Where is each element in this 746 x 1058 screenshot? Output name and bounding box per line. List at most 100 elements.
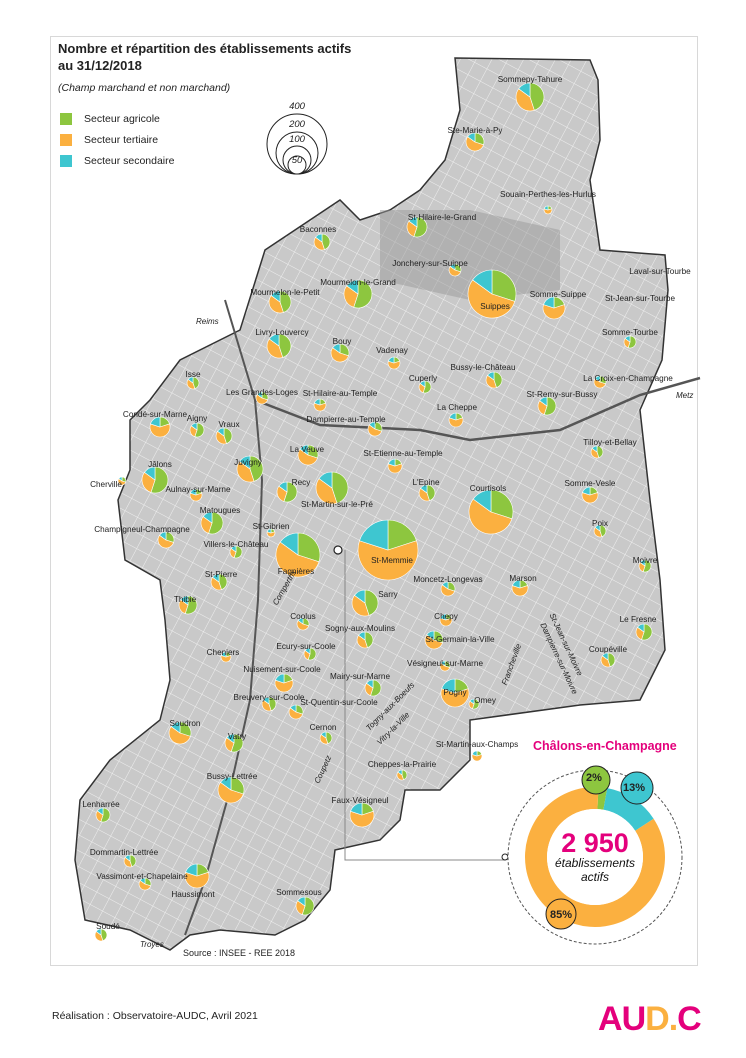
place-label: Bussy-Lettrée	[206, 772, 258, 781]
pie-slice	[468, 498, 513, 535]
place-pie	[448, 412, 464, 428]
pie-slice	[607, 652, 616, 668]
pie-slice	[266, 338, 284, 359]
place-label: Soudé	[96, 922, 120, 931]
highway-n44	[254, 376, 701, 442]
place-label: L'Epine	[412, 478, 440, 487]
pie-slice	[218, 573, 228, 590]
place-label: Souain-Perthes-les-Hurlus	[499, 190, 597, 199]
pie-slice	[440, 688, 470, 708]
pie-slice	[441, 678, 456, 694]
city-share-bubble	[581, 765, 611, 795]
pie-slice	[426, 630, 435, 641]
place-pie	[468, 698, 480, 710]
pie-slice	[223, 427, 233, 444]
map-subtitle: (Champ marchand et non marchand)	[58, 82, 231, 94]
place-label: Jâlons	[148, 460, 172, 469]
place-label: Suippes	[480, 302, 510, 311]
pie-slice	[150, 416, 161, 428]
pie-slice	[358, 631, 366, 641]
place-label: Cuperly	[408, 374, 438, 383]
legend-swatch-agricole	[60, 113, 72, 125]
place-label: Poix	[592, 519, 608, 528]
pie-slice	[543, 208, 553, 215]
place-pie	[600, 652, 616, 668]
pie-slice	[297, 448, 318, 466]
pie-slice	[366, 679, 374, 689]
pie-slice	[159, 531, 167, 541]
place-label: Les Grandes-Loges	[226, 388, 298, 397]
pie-slice	[268, 696, 277, 712]
city-total: 2 950	[561, 828, 629, 858]
place-pie	[95, 807, 111, 823]
place-label: Thibie	[173, 595, 197, 604]
pie-slice	[420, 484, 428, 494]
place-pie	[396, 769, 408, 781]
place-label: Cernon	[309, 723, 337, 732]
size-label-200: 200	[289, 119, 305, 130]
pie-slice	[210, 576, 222, 591]
pie-slice	[387, 463, 403, 474]
legend-label-tertiaire: Secteur tertiaire	[84, 134, 159, 146]
place-pie	[295, 896, 315, 916]
pie-slice	[315, 478, 338, 505]
place-pie	[351, 589, 379, 617]
place-label: Aigny	[186, 414, 208, 423]
place-label: Isse	[185, 370, 201, 379]
place-pie	[215, 427, 233, 445]
pie-slice	[439, 613, 447, 621]
pie-slice	[220, 651, 227, 658]
road-label-metz: Metz	[676, 391, 694, 400]
place-label: Vraux	[218, 420, 240, 429]
pie-slice	[318, 471, 333, 489]
place-pie	[418, 380, 432, 394]
place-pie	[387, 356, 401, 370]
pie-slice	[187, 376, 194, 384]
size-label-400: 400	[289, 101, 305, 112]
pie-slice	[249, 455, 264, 482]
place-pie	[330, 343, 350, 363]
pie-slice	[279, 532, 299, 556]
pie-slice	[226, 733, 235, 744]
place-label: Condé-sur-Marne	[122, 410, 188, 419]
pie-slice	[487, 371, 495, 381]
pie-slice	[275, 541, 320, 578]
credit-note: Réalisation : Observatoire-AUDC, Avril 2…	[52, 1010, 258, 1022]
pie-slice	[512, 579, 521, 589]
pie-slice	[129, 854, 137, 868]
pie-slice	[343, 285, 359, 308]
place-pie	[297, 444, 319, 466]
place-label: Cheniers	[206, 648, 240, 657]
pie-slice	[387, 458, 396, 467]
place-pie	[255, 391, 269, 405]
place-label: Fagnières	[277, 567, 315, 576]
pie-slice	[351, 594, 370, 617]
place-pie	[593, 524, 607, 538]
place-label: Lenharrée	[82, 800, 120, 809]
place-pie	[138, 877, 152, 891]
pie-slice	[266, 531, 276, 538]
place-pie	[367, 421, 383, 437]
legend-secondaire: Secteur secondaire	[60, 155, 174, 167]
pie-slice	[217, 427, 225, 437]
city-donut-slice	[525, 787, 665, 927]
pie-slice	[144, 466, 156, 481]
place-label: St-Jean-sur-Tourbe	[604, 294, 676, 303]
place-label: Cherville	[90, 480, 122, 489]
place-pie	[149, 416, 171, 438]
place-pie	[439, 660, 451, 672]
title-line-2: au 31/12/2018	[58, 58, 142, 73]
road-label-troyes: Troyes	[140, 940, 164, 949]
pie-slice	[593, 378, 607, 389]
place-pie	[467, 269, 517, 319]
road-label-reims: Reims	[196, 317, 219, 326]
place-pie	[288, 704, 304, 720]
place-label: Mourmelon-le-Grand	[320, 278, 396, 287]
place-pie	[274, 673, 294, 693]
pie-slice	[354, 589, 366, 604]
pie-slice	[180, 595, 189, 606]
pie-slice	[424, 634, 443, 650]
place-pie	[543, 205, 553, 215]
city-share-bubble	[620, 771, 654, 805]
